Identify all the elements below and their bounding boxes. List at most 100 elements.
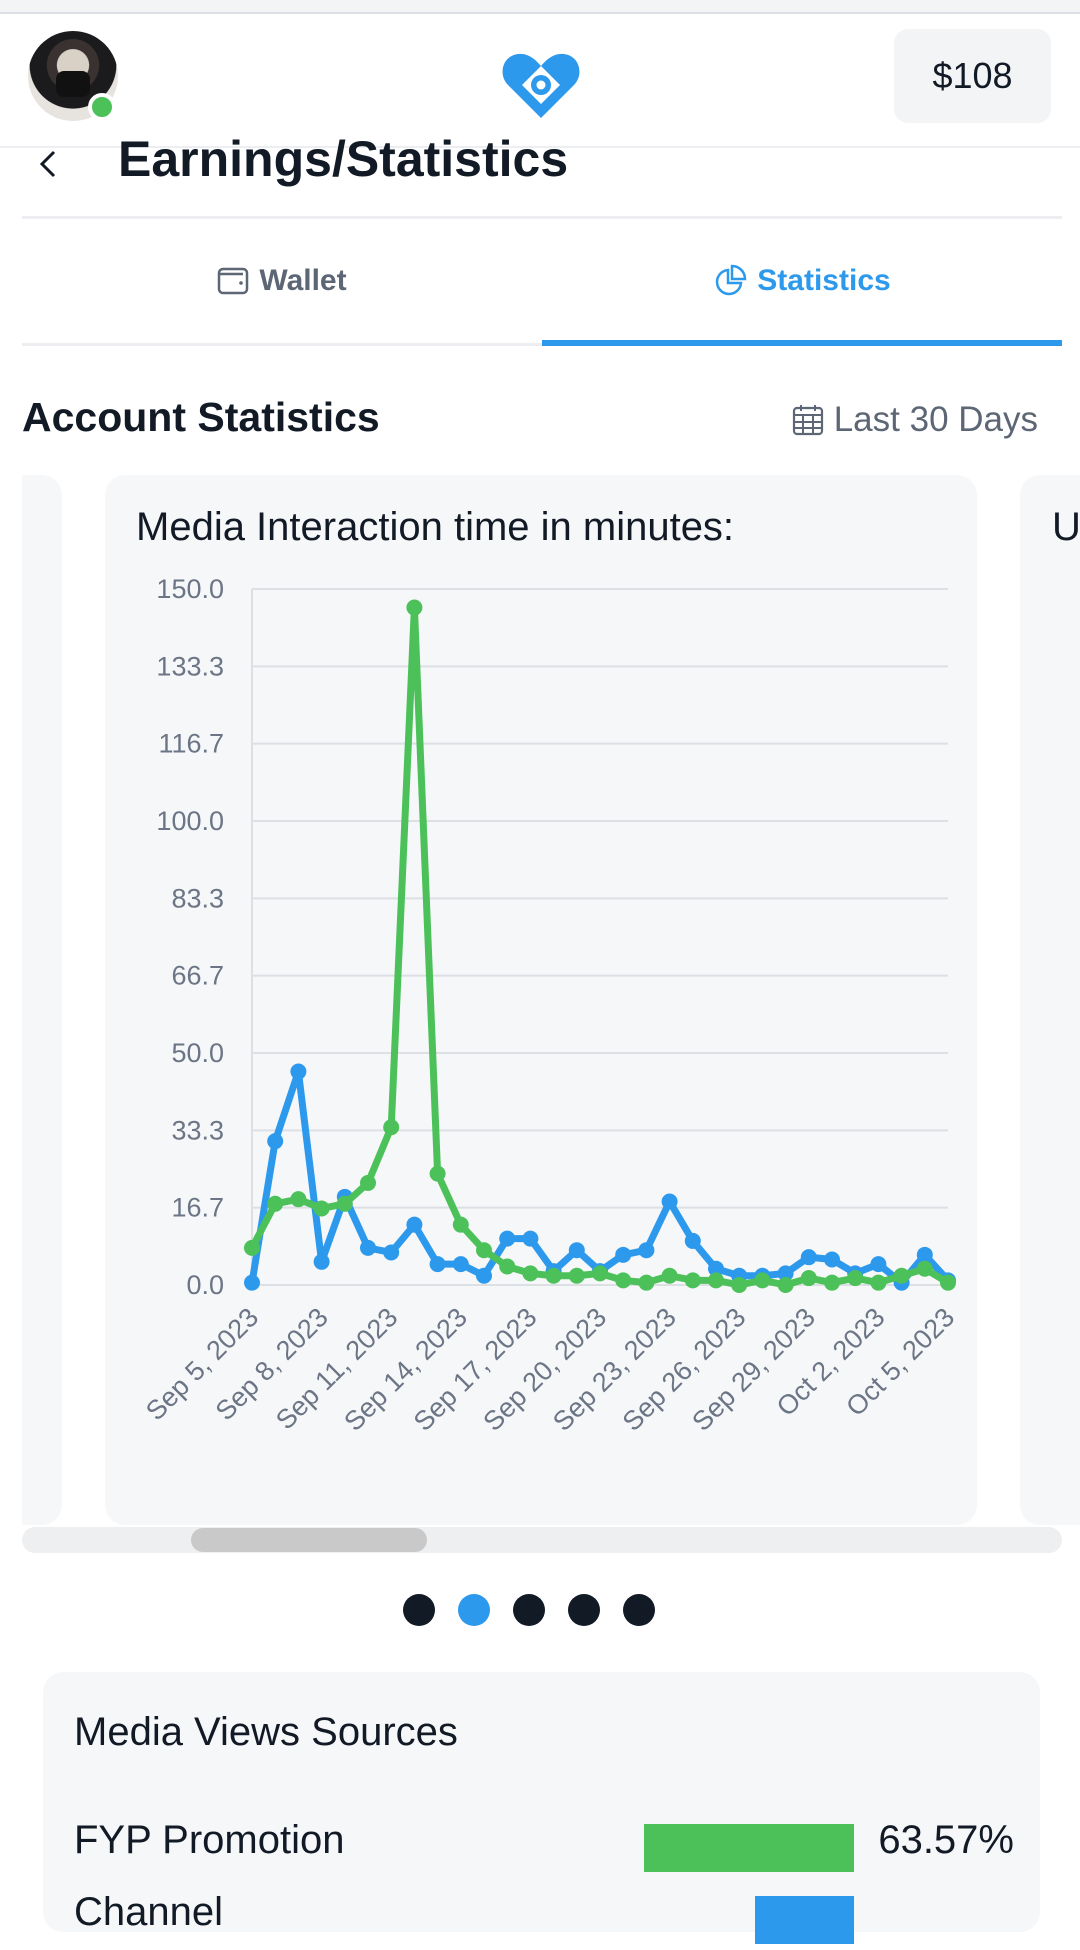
source-bar-track	[642, 1896, 854, 1944]
data-point	[638, 1274, 655, 1291]
data-point	[336, 1195, 353, 1212]
balance-amount: $108	[932, 55, 1013, 96]
data-point	[893, 1267, 910, 1284]
data-point	[824, 1274, 840, 1291]
carousel-scroll-thumb[interactable]	[191, 1528, 427, 1552]
active-tab-underline	[542, 340, 1062, 346]
y-tick-label: 116.7	[158, 729, 224, 759]
data-point	[870, 1256, 887, 1273]
data-point	[290, 1191, 307, 1208]
y-tick-label: 66.7	[171, 961, 224, 991]
data-point	[708, 1260, 724, 1277]
data-point	[267, 1133, 284, 1150]
source-percentage: 63.57%	[878, 1818, 1014, 1862]
data-point	[476, 1267, 492, 1284]
data-point	[940, 1274, 956, 1291]
tab-statistics-label: Statistics	[757, 264, 891, 297]
y-tick-label: 83.3	[171, 883, 224, 913]
media-views-sources-title: Media Views Sources	[74, 1710, 458, 1754]
data-point	[568, 1267, 585, 1284]
source-bar	[755, 1896, 854, 1944]
avatar[interactable]	[28, 31, 118, 121]
pagination-dot[interactable]	[568, 1594, 600, 1626]
source-label: FYP Promotion	[74, 1818, 345, 1862]
data-point	[800, 1270, 817, 1287]
data-point	[545, 1267, 562, 1284]
data-point	[615, 1246, 632, 1263]
data-point	[429, 1256, 446, 1273]
data-point	[499, 1258, 516, 1275]
page-title: Earnings/Statistics	[118, 131, 569, 187]
data-point	[406, 599, 423, 616]
source-bar	[644, 1824, 854, 1872]
data-point	[568, 1242, 585, 1259]
y-tick-label: 150.0	[156, 575, 224, 604]
previous-card-peek[interactable]	[22, 475, 62, 1525]
media-interaction-card: Media Interaction time in minutes: 150.0…	[105, 475, 977, 1525]
date-range-button[interactable]: Last 30 Days	[792, 400, 1038, 440]
data-point	[777, 1277, 794, 1293]
data-point	[313, 1200, 330, 1217]
series-line	[248, 1068, 952, 1287]
app-header: $108	[0, 14, 1080, 148]
data-point	[267, 1195, 284, 1212]
data-point	[522, 1265, 539, 1282]
data-point	[684, 1272, 701, 1289]
data-point	[476, 1242, 492, 1259]
data-point	[452, 1216, 469, 1233]
date-range-label: Last 30 Days	[833, 400, 1038, 439]
y-tick-label: 133.3	[156, 651, 224, 681]
data-point	[615, 1272, 632, 1289]
pagination-dot[interactable]	[403, 1594, 435, 1626]
data-point	[731, 1277, 748, 1293]
source-label: Channel	[74, 1890, 224, 1934]
x-tick-label: Sep 11, 2023	[270, 1302, 403, 1435]
data-point	[244, 1274, 260, 1291]
pagination-dot[interactable]	[623, 1594, 655, 1626]
data-point	[847, 1270, 864, 1287]
tab-wallet-label: Wallet	[259, 264, 347, 297]
tab-bar: Wallet Statistics	[22, 219, 1062, 346]
back-chevron-icon[interactable]	[32, 146, 62, 186]
data-point	[684, 1232, 701, 1249]
data-point	[916, 1260, 933, 1277]
data-point	[661, 1267, 678, 1284]
data-point	[592, 1265, 608, 1282]
data-point	[800, 1249, 817, 1266]
pie-chart-icon	[716, 264, 747, 296]
balance-button[interactable]: $108	[894, 29, 1051, 123]
account-statistics-title: Account Statistics	[22, 394, 380, 440]
heart-logo-icon[interactable]	[500, 44, 582, 126]
data-point	[452, 1256, 469, 1273]
carousel-scrollbar[interactable]	[22, 1527, 1062, 1553]
data-point	[290, 1063, 307, 1080]
pagination-dot[interactable]	[513, 1594, 545, 1626]
source-row: Channel	[74, 1890, 1014, 1950]
wallet-icon	[218, 267, 249, 295]
data-point	[429, 1165, 446, 1182]
data-point	[777, 1265, 794, 1282]
data-point	[754, 1272, 771, 1289]
title-bar: Earnings/Statistics	[22, 131, 1062, 219]
data-point	[499, 1230, 516, 1247]
tab-wallet[interactable]: Wallet	[22, 219, 542, 343]
online-status-dot	[88, 93, 116, 121]
data-point	[708, 1272, 724, 1289]
data-point	[383, 1244, 400, 1261]
series-line	[248, 604, 952, 1289]
data-point	[638, 1242, 655, 1259]
next-card-title-peek: U	[1052, 505, 1080, 549]
data-point	[870, 1274, 887, 1291]
avatar-mask-shape	[56, 71, 90, 97]
stats-carousel[interactable]: Media Interaction time in minutes: 150.0…	[22, 475, 1080, 1555]
media-views-sources-card: Media Views Sources FYP Promotion 63.57%…	[43, 1672, 1040, 1944]
data-point	[360, 1174, 376, 1191]
next-card-peek[interactable]: U	[1020, 475, 1080, 1525]
y-tick-label: 33.3	[171, 1115, 224, 1145]
status-strip	[0, 0, 1080, 14]
card-title: Media Interaction time in minutes:	[136, 505, 735, 549]
pagination-dot[interactable]	[458, 1594, 490, 1626]
source-bar-track	[642, 1824, 854, 1872]
y-tick-label: 50.0	[171, 1038, 224, 1068]
tab-statistics[interactable]: Statistics	[542, 219, 1062, 343]
